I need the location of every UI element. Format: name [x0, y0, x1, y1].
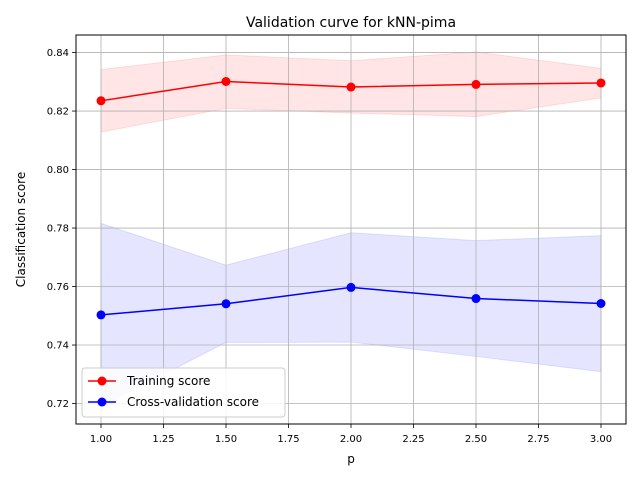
y-tick-label: 0.72 — [47, 399, 69, 410]
series-points — [96, 77, 606, 320]
x-tick-label: 2.00 — [340, 434, 362, 445]
x-tick-label: 2.50 — [465, 434, 487, 445]
y-tick-label: 0.76 — [47, 282, 69, 293]
legend-marker-training — [97, 376, 107, 386]
x-tick-label: 2.75 — [527, 434, 549, 445]
x-axis-label: p — [347, 452, 355, 466]
y-tick-label: 0.82 — [47, 107, 69, 118]
legend-box — [81, 367, 286, 418]
x-tick-label: 1.00 — [90, 434, 112, 445]
x-tick-label: 1.50 — [215, 434, 237, 445]
legend: Training score Cross-validation score — [81, 367, 286, 418]
data-point-series-1 — [96, 310, 106, 320]
y-tick-label: 0.78 — [47, 224, 69, 235]
legend-marker-cv — [97, 397, 107, 407]
data-point-series-1 — [221, 299, 231, 309]
legend-label-training: Training score — [126, 374, 210, 388]
data-point-series-0 — [346, 82, 356, 92]
data-point-series-0 — [221, 77, 231, 87]
data-point-series-1 — [471, 294, 481, 304]
data-point-series-0 — [96, 96, 106, 106]
x-tick-label: 1.75 — [277, 434, 299, 445]
legend-label-cv: Cross-validation score — [127, 395, 259, 409]
data-point-series-1 — [346, 282, 356, 292]
x-tick-label: 1.25 — [152, 434, 174, 445]
x-tick-label: 2.25 — [402, 434, 424, 445]
y-tick-label: 0.84 — [47, 48, 69, 59]
data-point-series-0 — [596, 78, 606, 88]
chart-title: Validation curve for kNN-pima — [246, 15, 456, 31]
y-tick-label: 0.74 — [47, 341, 69, 352]
y-axis-label: Classification score — [14, 172, 28, 287]
y-tick-label: 0.80 — [47, 165, 69, 176]
y-axis-ticks: 0.72 0.74 0.76 0.78 0.80 0.82 0.84 — [47, 48, 76, 410]
x-axis-ticks: 1.00 1.25 1.50 1.75 2.00 2.25 2.50 2.75 3.00 — [90, 424, 612, 445]
x-tick-label: 3.00 — [590, 434, 612, 445]
data-point-series-1 — [596, 298, 606, 308]
data-point-series-0 — [471, 79, 481, 89]
